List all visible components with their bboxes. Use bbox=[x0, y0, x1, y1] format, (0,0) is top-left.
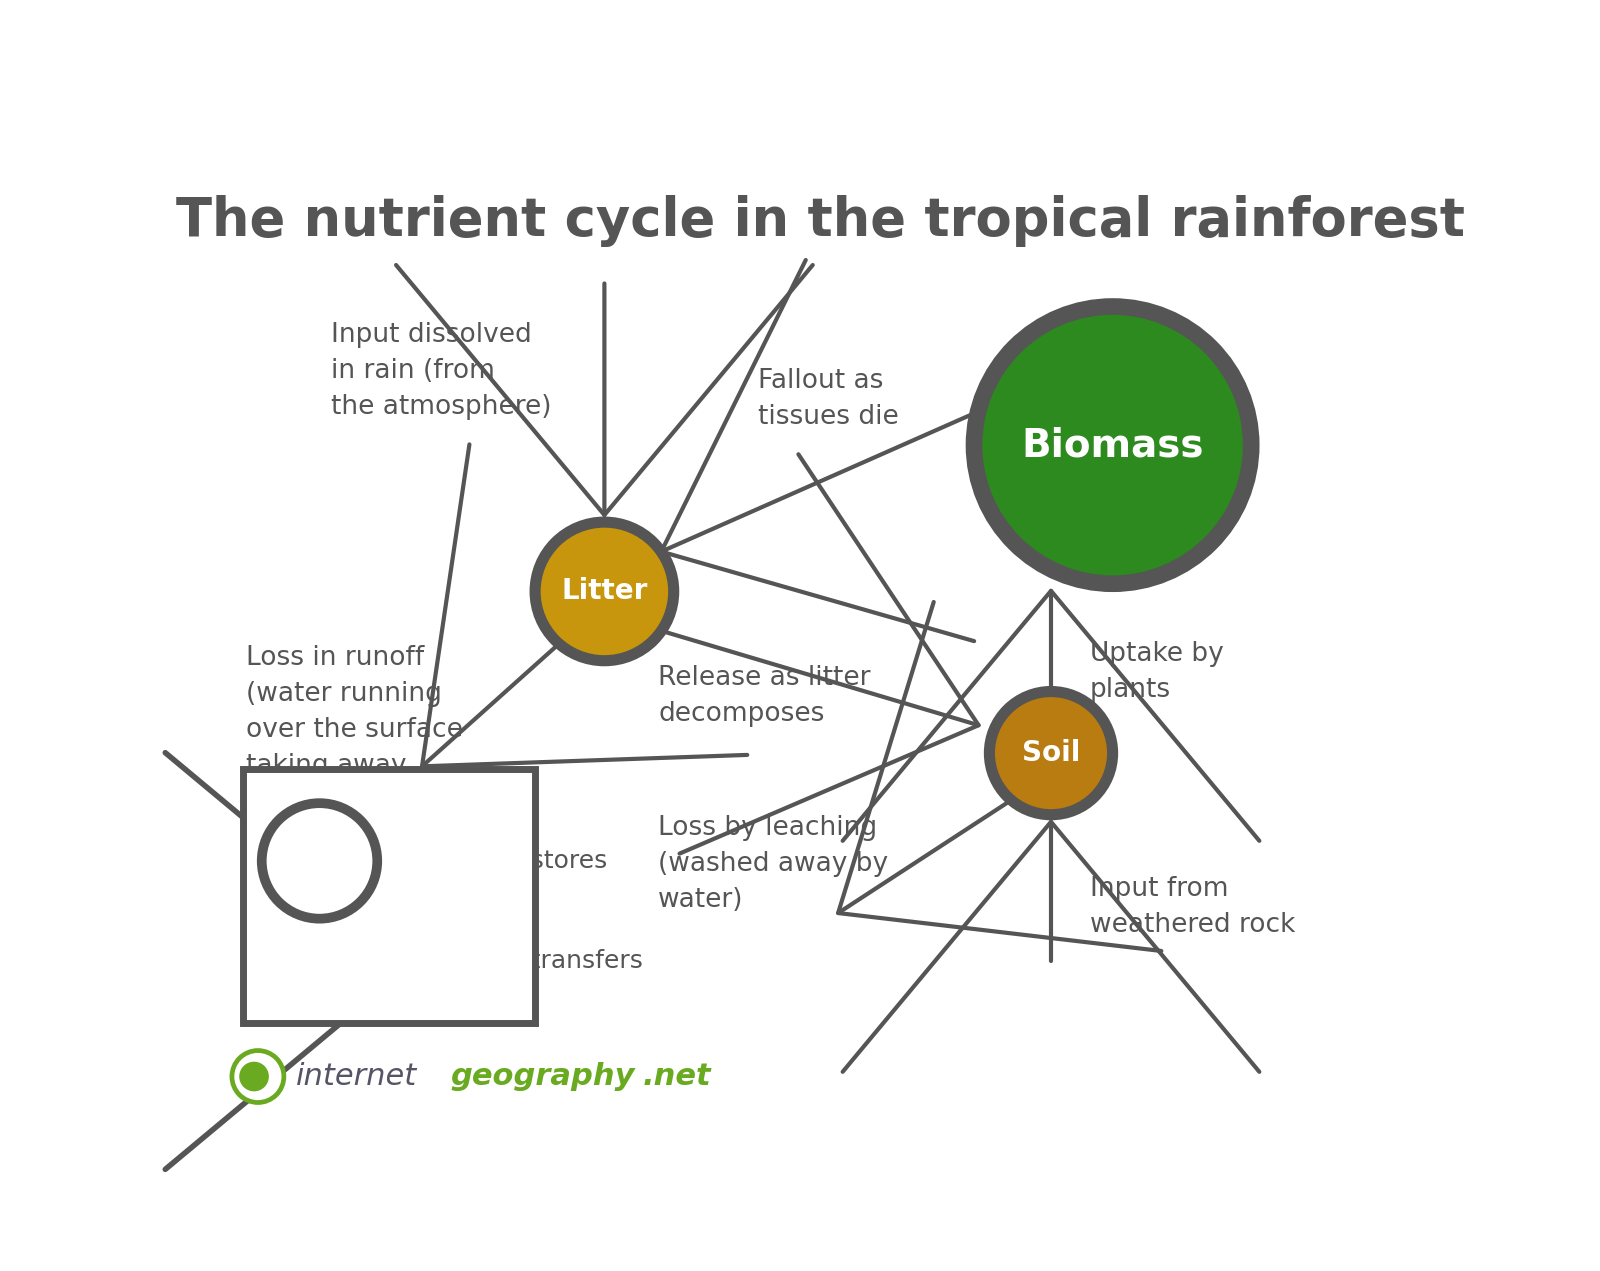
Text: Litter: Litter bbox=[562, 577, 648, 605]
FancyBboxPatch shape bbox=[243, 769, 534, 1023]
Text: Soil: Soil bbox=[1022, 740, 1080, 768]
Text: geography: geography bbox=[451, 1063, 635, 1091]
Circle shape bbox=[230, 1050, 285, 1103]
Text: internet: internet bbox=[296, 1063, 418, 1091]
Text: Loss by leaching
(washed away by
water): Loss by leaching (washed away by water) bbox=[658, 815, 888, 913]
Text: Nutrient transfers: Nutrient transfers bbox=[419, 949, 643, 974]
Circle shape bbox=[262, 803, 378, 919]
Text: The nutrient cycle in the tropical rainforest: The nutrient cycle in the tropical rainf… bbox=[176, 194, 1464, 247]
Circle shape bbox=[240, 1061, 269, 1092]
Text: Input dissolved
in rain (from
the atmosphere): Input dissolved in rain (from the atmosp… bbox=[331, 322, 552, 419]
Text: Loss in runoff
(water running
over the surface
taking away
nutrients): Loss in runoff (water running over the s… bbox=[246, 646, 464, 815]
Text: .net: .net bbox=[643, 1063, 712, 1091]
Circle shape bbox=[989, 691, 1112, 815]
Circle shape bbox=[235, 1054, 282, 1099]
Text: Input from
weathered rock: Input from weathered rock bbox=[1090, 876, 1294, 938]
Circle shape bbox=[534, 522, 674, 661]
Text: Biomass: Biomass bbox=[1021, 426, 1203, 464]
Text: Release as litter
decomposes: Release as litter decomposes bbox=[658, 665, 870, 727]
Text: Uptake by
plants: Uptake by plants bbox=[1090, 642, 1224, 703]
Circle shape bbox=[974, 306, 1251, 583]
Text: Nutrient stores: Nutrient stores bbox=[419, 849, 606, 873]
Text: Fallout as
tissues die: Fallout as tissues die bbox=[758, 369, 899, 430]
